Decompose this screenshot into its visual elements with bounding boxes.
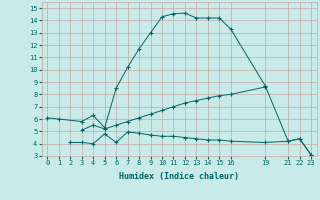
X-axis label: Humidex (Indice chaleur): Humidex (Indice chaleur) xyxy=(119,172,239,181)
